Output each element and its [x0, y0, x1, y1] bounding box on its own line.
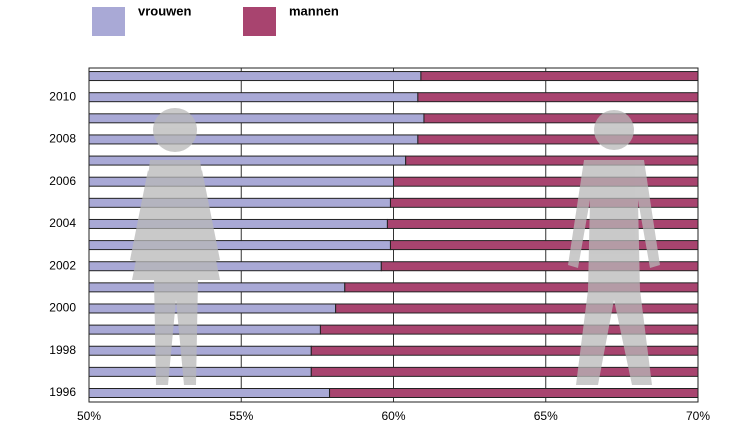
axis: 50% 55% 60% 65% 70% 1996 1998 2000 2002 2004 2006 2… [49, 89, 710, 422]
bar-segment [417, 92, 698, 103]
bar-segment [319, 324, 698, 335]
legend-swatch [243, 7, 276, 36]
bar-segment [89, 113, 425, 124]
bar-segment [380, 261, 698, 272]
bar-segment [393, 176, 698, 187]
bar-segment [423, 113, 698, 124]
plot-border [88, 67, 699, 403]
bar-segment [417, 134, 698, 145]
bars [89, 71, 698, 398]
bar-segment [89, 366, 312, 377]
legend-label: vrouwen [138, 3, 192, 18]
bar-segment [89, 155, 407, 166]
legend-label: mannen [289, 3, 339, 18]
y-tick-label: 2000 [49, 301, 76, 315]
silhouettes [130, 108, 660, 385]
y-tick-label: 2002 [49, 258, 76, 272]
y-tick-label: 1998 [49, 343, 76, 357]
bar-segment [89, 71, 422, 82]
bar-segment [344, 282, 698, 293]
x-tick-label: 50% [77, 409, 101, 422]
bar-segment [310, 345, 698, 356]
bar-segment [386, 218, 698, 229]
bar-segment [389, 197, 698, 208]
bar-segment [310, 366, 698, 377]
x-tick-label: 60% [381, 409, 405, 422]
x-tick-label: 55% [229, 409, 253, 422]
bar-segment [405, 155, 698, 166]
y-tick-label: 2010 [49, 89, 76, 103]
bar-segment [389, 240, 698, 251]
legend: vrouwen mannen [92, 3, 339, 36]
legend-swatch [92, 7, 125, 36]
bar-segment [335, 303, 698, 314]
y-tick-label: 2008 [49, 132, 76, 146]
y-tick-label: 2004 [49, 216, 76, 230]
y-tick-label: 2006 [49, 174, 76, 188]
x-tick-label: 70% [686, 409, 710, 422]
x-tick-label: 65% [534, 409, 558, 422]
bar-segment [329, 388, 698, 398]
bar-segment [420, 71, 698, 82]
y-tick-label: 1996 [49, 385, 76, 399]
